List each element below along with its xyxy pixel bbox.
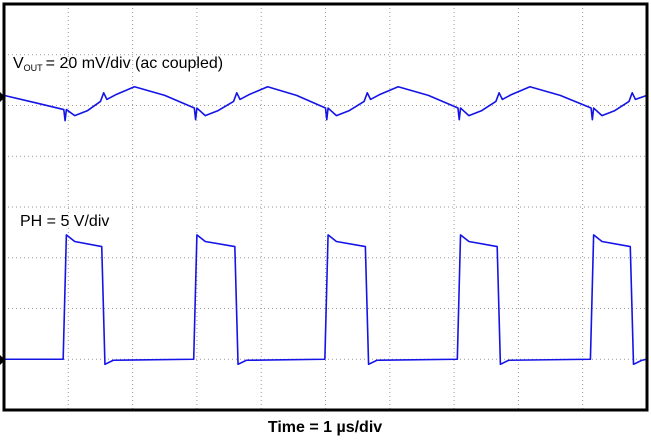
ph-label: PH = 5 V/div: [20, 213, 109, 230]
x-axis-label: Time = 1 µs/div: [268, 419, 382, 436]
traces: [3, 85, 648, 366]
vout-label: VOUT = 20 mV/div (ac coupled): [13, 55, 223, 73]
trace: [4, 234, 648, 366]
vout-scale: = 20 mV/div (ac coupled): [46, 55, 223, 72]
vout-subscript: OUT: [24, 63, 44, 73]
vout-symbol: V: [13, 55, 24, 72]
ph-ground-marker: [0, 355, 5, 365]
trace: [3, 85, 648, 122]
plot-frame: [2, 2, 649, 412]
vout-ground-marker: [0, 92, 5, 102]
